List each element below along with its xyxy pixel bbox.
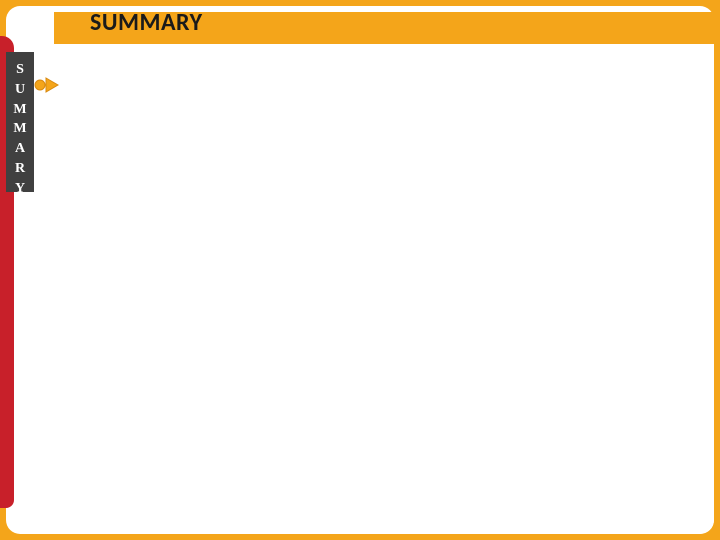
sidebar-letter: S xyxy=(16,62,24,79)
sidebar-letter: U xyxy=(15,82,25,99)
content-background xyxy=(40,44,714,534)
page-title: SUMMARY xyxy=(90,8,203,37)
sidebar-letter: R xyxy=(15,161,25,178)
sidebar-letter: M xyxy=(13,102,26,119)
sidebar-letter: A xyxy=(15,141,25,158)
sidebar-tab: S U M M A R Y xyxy=(6,52,34,192)
bullet-play-icon xyxy=(34,76,60,94)
sidebar-letter: Y xyxy=(15,181,25,198)
sidebar-letter: M xyxy=(13,121,26,138)
